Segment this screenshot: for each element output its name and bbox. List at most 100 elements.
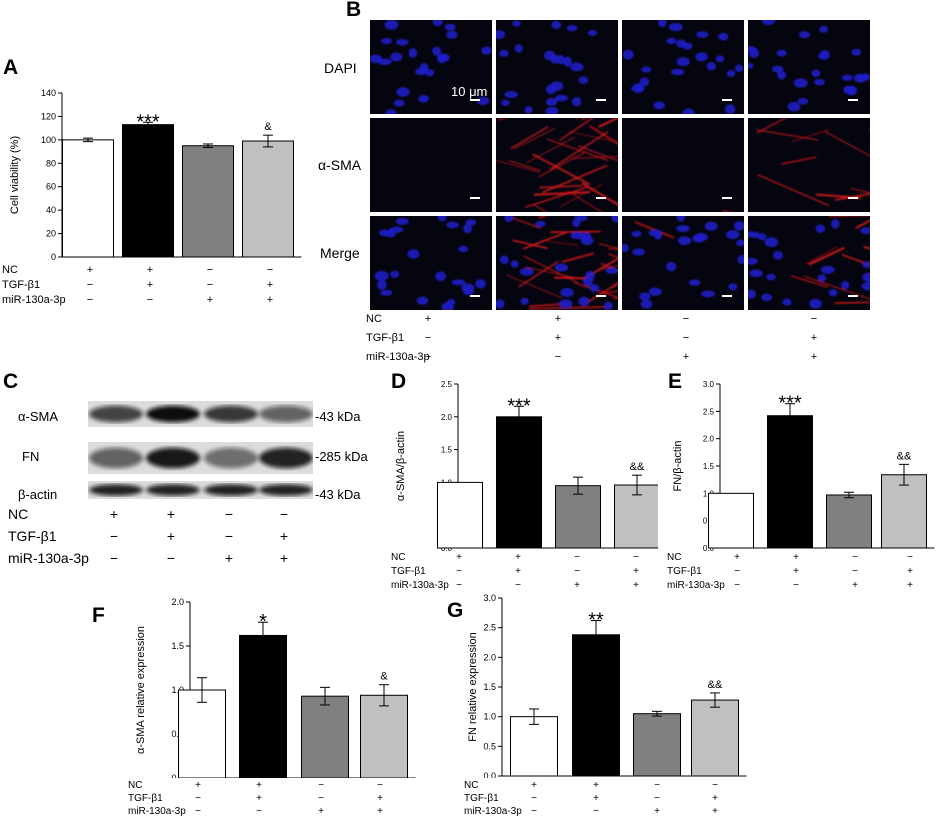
y-tick-label-f: 2.0	[171, 597, 184, 607]
nucleus	[641, 66, 652, 73]
actin-fiber	[523, 255, 578, 284]
nucleus	[862, 272, 870, 282]
treatment-symbol: +	[810, 351, 818, 363]
nucleus	[390, 52, 403, 62]
actin-fiber	[537, 151, 585, 178]
trt-label-tgf: TGF-β1	[667, 566, 702, 577]
actin-fiber	[550, 230, 601, 233]
nucleus	[603, 301, 613, 310]
nucleus	[666, 261, 677, 272]
nucleus	[750, 231, 760, 239]
trt-label-tgf: TGF-β1	[366, 332, 405, 344]
actin-fiber	[560, 183, 603, 208]
micrograph-merge-4	[748, 216, 870, 310]
nucleus	[514, 44, 523, 53]
y-tick-label-e: 1.5	[703, 462, 715, 471]
nucleus	[519, 267, 534, 276]
bar-a-2	[122, 124, 174, 258]
nucleus	[704, 221, 718, 231]
treatment-symbol: +	[377, 793, 383, 804]
micrograph-sma-4	[748, 118, 870, 212]
treatment-symbol: −	[195, 806, 201, 817]
nucleus	[782, 298, 792, 306]
nucleus	[748, 257, 758, 265]
nucleus	[725, 104, 736, 114]
treatment-symbol: −	[810, 313, 818, 325]
nucleus	[384, 20, 399, 30]
treatment-table-f: NC TGF-β1 miR-130a-3p + + − − − + − + − − + +	[128, 780, 418, 822]
treatment-symbol: +	[554, 332, 562, 344]
nucleus	[682, 42, 693, 50]
actin-fiber	[534, 191, 590, 196]
nucleus	[814, 78, 826, 86]
nucleus	[695, 52, 708, 62]
micro-row-label-merge: Merge	[320, 245, 360, 261]
nucleus	[734, 64, 744, 73]
y-axis-title-d: α-SMA/β-actin	[395, 431, 407, 501]
nucleus	[390, 270, 400, 278]
nucleus	[622, 49, 634, 60]
treatment-symbol: −	[654, 793, 660, 804]
treatment-symbol: −	[279, 506, 289, 522]
treatment-symbol: −	[515, 580, 521, 591]
nucleus	[481, 46, 492, 55]
nucleus	[556, 54, 565, 65]
nucleus	[444, 23, 456, 31]
blot-band	[89, 447, 143, 469]
nucleus	[817, 274, 827, 282]
blot-label-asma: α-SMA	[18, 409, 59, 424]
treatment-symbol: −	[206, 264, 214, 276]
significance-label-e: ***	[778, 393, 802, 415]
treatment-symbol: −	[574, 552, 580, 563]
significance-label-f: &	[380, 671, 388, 683]
treatment-symbol: +	[515, 552, 521, 563]
blot-band	[146, 484, 200, 496]
bar-d-3	[555, 485, 601, 549]
nucleus	[718, 32, 729, 41]
trt-label-mir: miR-130a-3p	[128, 806, 186, 817]
blot-size-actin: -43 kDa	[315, 487, 361, 502]
treatment-symbol: −	[574, 566, 580, 577]
nucleus	[496, 30, 506, 39]
y-tick-label-g: 2.0	[483, 652, 496, 662]
nucleus	[582, 232, 592, 241]
nucleus	[728, 283, 738, 291]
trt-label-tgf: TGF-β1	[391, 566, 426, 577]
nucleus	[566, 24, 578, 32]
actin-fiber	[566, 189, 603, 212]
nucleus	[415, 68, 428, 76]
significance-label-a: &	[264, 121, 272, 133]
nucleus	[777, 70, 787, 80]
nucleus	[677, 236, 692, 246]
treatment-symbol: −	[682, 332, 690, 344]
nucleus	[524, 106, 533, 114]
treatment-symbol: −	[86, 294, 94, 306]
bar-e-4	[881, 474, 927, 549]
nucleus	[512, 20, 521, 27]
treatment-symbol: +	[682, 351, 690, 363]
y-tick-label-d: 2.0	[441, 413, 453, 422]
actin-fiber	[601, 264, 618, 271]
actin-fiber	[781, 156, 817, 165]
panel-label-d: D	[391, 370, 407, 393]
treatment-symbol: +	[712, 806, 718, 817]
treatment-symbol: +	[907, 566, 913, 577]
bar-a-3	[182, 145, 234, 258]
y-tick-label-d: 2.5	[441, 380, 453, 389]
blot-band	[259, 484, 313, 496]
nucleus	[761, 20, 775, 26]
nucleus	[465, 219, 477, 226]
nucleus	[510, 260, 519, 268]
treatment-symbol: +	[166, 506, 176, 522]
nucleus	[793, 78, 808, 88]
blot-band	[259, 447, 313, 469]
treatment-symbol: +	[256, 793, 262, 804]
nucleus	[860, 227, 870, 235]
actin-fiber	[577, 145, 618, 162]
actin-fiber	[558, 118, 595, 142]
treatment-table-d: NC TGF-β1 miR-130a-3p + + − − − + − + − − + +	[391, 552, 661, 598]
bar-g-3	[633, 713, 681, 777]
treatment-symbol: −	[531, 806, 537, 817]
nucleus	[574, 216, 588, 222]
bar-a-1	[62, 139, 114, 258]
